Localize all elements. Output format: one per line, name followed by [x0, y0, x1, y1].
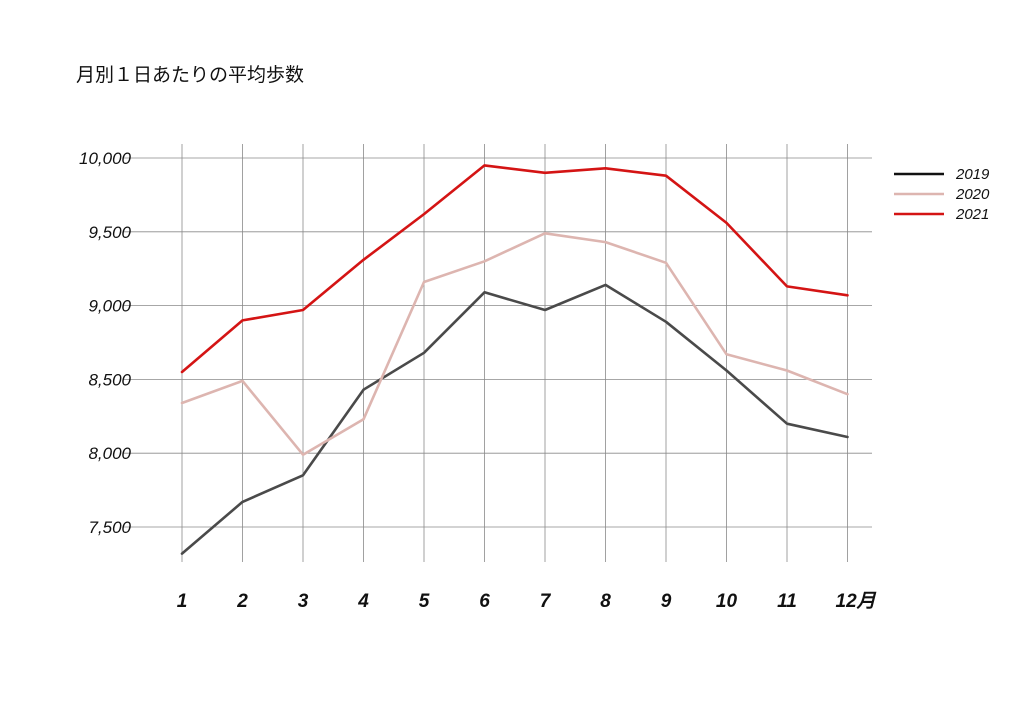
x-tick-label: 11 — [777, 591, 797, 612]
x-tick-label: 5 — [419, 591, 430, 612]
x-tick-label: 10 — [716, 591, 738, 612]
x-tick-label: 7 — [540, 591, 552, 612]
series-lines — [180, 164, 849, 555]
x-tick-label: 12月 — [836, 591, 877, 612]
y-tick-label: 9,500 — [88, 223, 131, 242]
legend-label-2019: 2019 — [955, 166, 990, 183]
x-tick-label: 6 — [479, 591, 490, 612]
legend: 2019 2020 2021 — [894, 166, 990, 223]
x-tick-label: 3 — [298, 591, 309, 612]
y-tick-label: 9,000 — [88, 297, 131, 316]
series-line-2021 — [180, 164, 849, 374]
y-tick-label: 8,000 — [88, 444, 131, 463]
series-line-2020 — [180, 232, 849, 457]
chart-title: 月別１日あたりの平均歩数 — [76, 64, 305, 86]
y-tick-label: 10,000 — [79, 149, 132, 168]
y-tick-label: 8,500 — [88, 370, 131, 389]
x-tick-label: 8 — [600, 591, 611, 612]
series-line-2019 — [180, 283, 849, 555]
y-tick-label: 7,500 — [88, 518, 131, 537]
x-tick-label: 1 — [177, 591, 188, 612]
legend-label-2021: 2021 — [955, 206, 989, 223]
y-axis-ticks: 7,500 8,000 8,500 9,000 9,500 10,000 — [79, 149, 132, 537]
x-tick-label: 9 — [661, 591, 672, 612]
grid-lines — [124, 144, 872, 562]
x-tick-label: 2 — [236, 591, 248, 612]
legend-label-2020: 2020 — [955, 186, 990, 203]
x-axis-ticks: 1 2 3 4 5 6 7 8 9 10 11 12月 — [177, 591, 877, 612]
x-tick-label: 4 — [357, 591, 369, 612]
